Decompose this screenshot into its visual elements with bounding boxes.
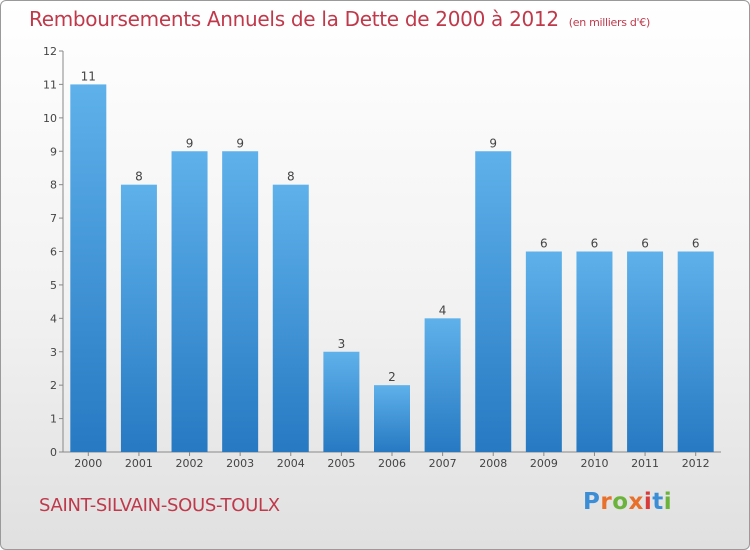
title-text: Remboursements Annuels de la Dette de 20… bbox=[29, 7, 559, 31]
x-tick-label: 2012 bbox=[682, 457, 710, 470]
y-tick-label: 11 bbox=[43, 78, 57, 91]
bar-value-label: 3 bbox=[338, 337, 346, 351]
bar-2000 bbox=[70, 84, 107, 453]
bar-2012 bbox=[677, 251, 714, 452]
bar-2004 bbox=[272, 184, 309, 452]
y-tick-label: 1 bbox=[50, 413, 57, 426]
chart-title: Remboursements Annuels de la Dette de 20… bbox=[29, 7, 650, 31]
bar-value-label: 4 bbox=[439, 303, 447, 317]
x-tick-label: 2011 bbox=[631, 457, 659, 470]
logo-letter: r bbox=[600, 489, 613, 515]
x-tick-label: 2002 bbox=[176, 457, 204, 470]
y-tick-label: 5 bbox=[50, 279, 57, 292]
bar-value-label: 2 bbox=[388, 370, 396, 384]
bar-2002 bbox=[171, 151, 208, 452]
y-tick-label: 3 bbox=[50, 346, 57, 359]
bar-2003 bbox=[222, 151, 259, 452]
bar-2005 bbox=[323, 351, 360, 452]
logo-letter: i bbox=[663, 489, 673, 515]
x-tick-label: 2000 bbox=[74, 457, 102, 470]
x-tick-label: 2006 bbox=[378, 457, 406, 470]
x-tick-label: 2009 bbox=[530, 457, 558, 470]
y-tick-label: 4 bbox=[50, 312, 57, 325]
x-tick-label: 2007 bbox=[429, 457, 457, 470]
bar-value-label: 6 bbox=[540, 237, 548, 251]
logo-letter: t bbox=[652, 489, 664, 515]
y-tick-label: 2 bbox=[50, 379, 57, 392]
bar-2007 bbox=[424, 318, 461, 452]
logo-letter: x bbox=[628, 489, 644, 515]
y-tick-label: 10 bbox=[43, 112, 57, 125]
bar-value-label: 8 bbox=[287, 170, 295, 184]
bar-2009 bbox=[525, 251, 562, 452]
y-tick-label: 12 bbox=[43, 45, 57, 58]
bar-value-label: 8 bbox=[135, 170, 143, 184]
bar-2011 bbox=[627, 251, 664, 452]
y-tick-label: 9 bbox=[50, 145, 57, 158]
bars: 11 8 9 9 8 3 2 4 9 6 6 6 6 bbox=[70, 69, 714, 453]
bar-2006 bbox=[374, 385, 410, 452]
x-axis: 2000 2001 2002 2003 2004 2005 2006 2007 2008 2009… bbox=[74, 452, 710, 470]
logo-letter: P bbox=[583, 489, 601, 515]
commune-name: SAINT-SILVAIN-SOUS-TOULX bbox=[39, 495, 280, 516]
y-tick-label: 0 bbox=[50, 446, 57, 459]
bar-value-label: 11 bbox=[81, 69, 96, 83]
y-tick-label: 6 bbox=[50, 246, 57, 259]
y-tick-label: 7 bbox=[50, 212, 57, 225]
bar-2010 bbox=[576, 251, 613, 452]
logo-letter: i bbox=[643, 489, 653, 515]
x-tick-label: 2005 bbox=[327, 457, 355, 470]
x-tick-label: 2010 bbox=[580, 457, 608, 470]
bar-value-label: 6 bbox=[692, 237, 700, 251]
bar-2008 bbox=[475, 151, 512, 452]
x-tick-label: 2004 bbox=[277, 457, 305, 470]
x-tick-label: 2003 bbox=[226, 457, 254, 470]
proxiti-logo: Proxiti bbox=[583, 489, 672, 515]
y-tick-label: 8 bbox=[50, 179, 57, 192]
bar-2001 bbox=[120, 184, 157, 452]
bar-value-label: 9 bbox=[186, 136, 194, 150]
bar-value-label: 9 bbox=[236, 136, 244, 150]
bar-value-label: 9 bbox=[489, 136, 497, 150]
bar-value-label: 6 bbox=[591, 237, 599, 251]
chart-subtitle: (en milliers d'€) bbox=[568, 16, 650, 29]
x-tick-label: 2008 bbox=[479, 457, 507, 470]
logo-letter: o bbox=[612, 489, 629, 515]
bar-value-label: 6 bbox=[641, 237, 649, 251]
x-tick-label: 2001 bbox=[125, 457, 153, 470]
